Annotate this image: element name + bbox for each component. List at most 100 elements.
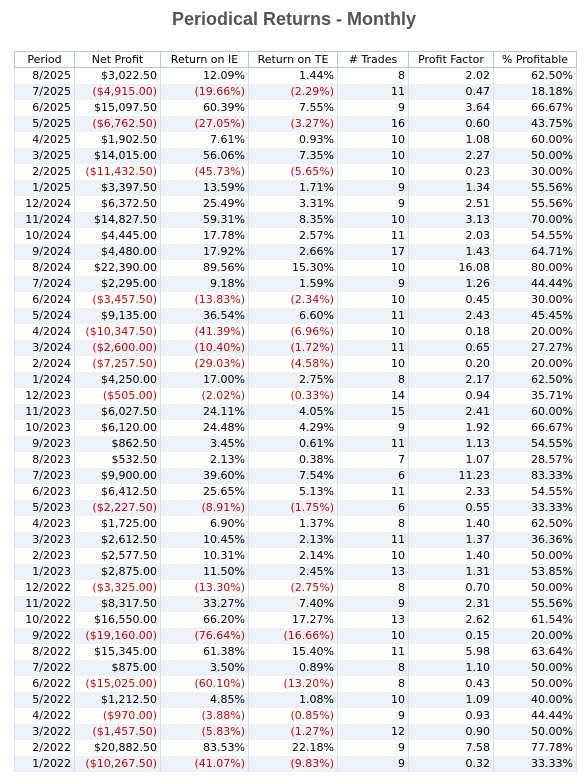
- table-cell: 22.18%: [248, 740, 338, 756]
- table-row: 8/2025 $3,022.50 12.09% 1.44% 8 2.02 62.50%: [14, 67, 577, 84]
- table-cell: 60.00%: [493, 404, 577, 420]
- table-cell: 14: [337, 388, 409, 404]
- table-cell: 50.00%: [493, 724, 577, 740]
- table-cell: 8/2023: [14, 452, 75, 468]
- table-cell: 0.43: [408, 676, 494, 692]
- table-cell: ($3,325.00): [74, 580, 161, 596]
- table-cell: $875.00: [74, 660, 161, 676]
- table-cell: 12/2023: [14, 388, 75, 404]
- table-cell: 30.00%: [493, 292, 577, 308]
- table-row: 4/2025 $1,902.50 7.61% 0.93% 10 1.08 60.00%: [14, 132, 577, 148]
- table-cell: ($19,160.00): [74, 628, 161, 644]
- table-cell: 9: [337, 100, 409, 116]
- table-cell: $2,875.00: [74, 564, 161, 580]
- table-cell: (76.64%): [160, 628, 249, 644]
- table-cell: 10: [337, 164, 409, 180]
- table-cell: (2.34%): [248, 292, 338, 308]
- table-cell: 6/2022: [14, 676, 75, 692]
- table-cell: $16,550.00: [74, 612, 161, 628]
- table-cell: 0.61%: [248, 436, 338, 452]
- table-cell: 44.44%: [493, 276, 577, 292]
- table-cell: 1.44%: [248, 67, 338, 84]
- table-row: 6/2022 ($15,025.00) (60.10%) (13.20%) 8 0.43 5…: [14, 676, 577, 692]
- table-cell: 2/2022: [14, 740, 75, 756]
- table-row: 10/2023 $6,120.00 24.48% 4.29% 9 1.92 66.67%: [14, 420, 577, 436]
- table-cell: 7.55%: [248, 100, 338, 116]
- table-cell: $8,317.50: [74, 596, 161, 612]
- table-cell: 8: [337, 676, 409, 692]
- table-cell: 5/2023: [14, 500, 75, 516]
- table-cell: 54.55%: [493, 228, 577, 244]
- table-cell: 16.08: [408, 260, 494, 276]
- table-cell: 13.59%: [160, 180, 249, 196]
- table-row: 8/2022 $15,345.00 61.38% 15.40% 11 5.98 63.64%: [14, 644, 577, 660]
- table-cell: 10.45%: [160, 532, 249, 548]
- table-row: 6/2025 $15,097.50 60.39% 7.55% 9 3.64 66.67%: [14, 100, 577, 116]
- table-cell: $15,097.50: [74, 100, 161, 116]
- column-header: # Trades: [337, 51, 409, 68]
- table-cell: 11: [337, 340, 409, 356]
- table-cell: 3.50%: [160, 660, 249, 676]
- table-cell: 5/2025: [14, 116, 75, 132]
- table-cell: 5.98: [408, 644, 494, 660]
- table-cell: 0.32: [408, 756, 494, 772]
- table-cell: 10: [337, 356, 409, 372]
- table-cell: 6.60%: [248, 308, 338, 324]
- table-cell: (2.02%): [160, 388, 249, 404]
- table-cell: 40.00%: [493, 692, 577, 708]
- table-cell: 8: [337, 516, 409, 532]
- table-cell: 1/2022: [14, 756, 75, 772]
- table-row: 1/2024 $4,250.00 17.00% 2.75% 8 2.17 62.50%: [14, 372, 577, 388]
- table-cell: 2.31: [408, 596, 494, 612]
- table-cell: (2.75%): [248, 580, 338, 596]
- table-cell: 0.90: [408, 724, 494, 740]
- table-cell: 10/2023: [14, 420, 75, 436]
- table-cell: 1.08%: [248, 692, 338, 708]
- table-cell: 7.40%: [248, 596, 338, 612]
- table-cell: 8: [337, 67, 409, 84]
- table-cell: 2.57%: [248, 228, 338, 244]
- table-cell: 11.23: [408, 468, 494, 484]
- table-cell: 17: [337, 244, 409, 260]
- table-cell: 1.40: [408, 548, 494, 564]
- table-cell: (3.27%): [248, 116, 338, 132]
- table-cell: 50.00%: [493, 580, 577, 596]
- table-cell: 1/2023: [14, 564, 75, 580]
- table-cell: 5/2024: [14, 308, 75, 324]
- table-cell: (3.88%): [160, 708, 249, 724]
- table-cell: (5.83%): [160, 724, 249, 740]
- table-cell: 62.50%: [493, 372, 577, 388]
- table-cell: 11: [337, 308, 409, 324]
- table-cell: 2/2023: [14, 548, 75, 564]
- table-cell: 66.20%: [160, 612, 249, 628]
- table-cell: ($7,257.50): [74, 356, 161, 372]
- table-row: 4/2023 $1,725.00 6.90% 1.37% 8 1.40 62.50%: [14, 516, 577, 532]
- table-cell: (41.39%): [160, 324, 249, 340]
- table-row: 9/2024 $4,480.00 17.92% 2.66% 17 1.43 64.71%: [14, 244, 577, 260]
- table-cell: 9/2022: [14, 628, 75, 644]
- table-cell: $6,120.00: [74, 420, 161, 436]
- table-cell: 6/2025: [14, 100, 75, 116]
- table-cell: 66.67%: [493, 100, 577, 116]
- table-row: 2/2024 ($7,257.50) (29.03%) (4.58%) 10 0.20 20…: [14, 356, 577, 372]
- table-cell: 10: [337, 324, 409, 340]
- table-cell: 12: [337, 724, 409, 740]
- table-cell: 55.56%: [493, 180, 577, 196]
- table-cell: 0.20: [408, 356, 494, 372]
- table-cell: 83.33%: [493, 468, 577, 484]
- table-cell: $6,027.50: [74, 404, 161, 420]
- table-cell: 3/2025: [14, 148, 75, 164]
- table-cell: 3/2023: [14, 532, 75, 548]
- table-cell: 61.38%: [160, 644, 249, 660]
- table-cell: 11: [337, 644, 409, 660]
- table-cell: 3/2024: [14, 340, 75, 356]
- table-cell: 62.50%: [493, 67, 577, 84]
- table-cell: 1.26: [408, 276, 494, 292]
- table-cell: 53.85%: [493, 564, 577, 580]
- table-cell: 2.02: [408, 67, 494, 84]
- table-cell: 4.29%: [248, 420, 338, 436]
- table-cell: (8.91%): [160, 500, 249, 516]
- table-cell: 11: [337, 84, 409, 100]
- table-cell: 0.60: [408, 116, 494, 132]
- table-cell: 2.17: [408, 372, 494, 388]
